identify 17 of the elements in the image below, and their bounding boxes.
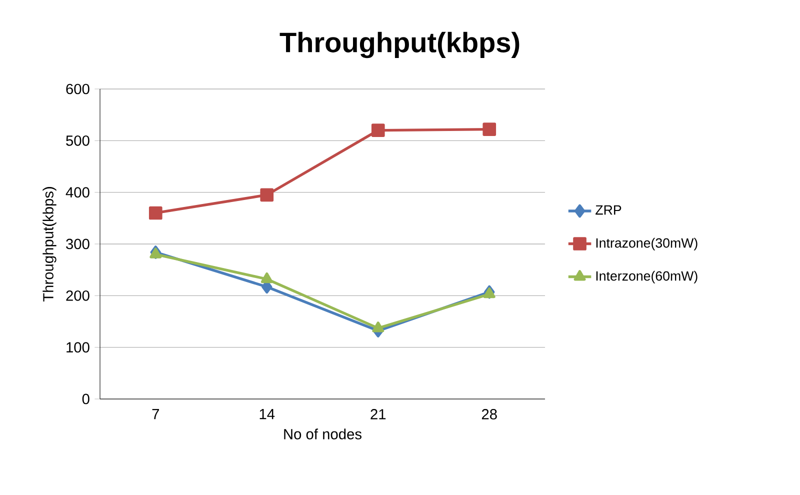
y-tick-label: 0 [82, 394, 90, 404]
x-tick-label: 7 [152, 409, 159, 420]
x-tick-label: 28 [482, 409, 497, 420]
y-tick-label: 200 [66, 290, 90, 301]
y-tick-label: 500 [66, 135, 90, 146]
legend-label: ZRP [596, 205, 622, 215]
chart-title: Throughput(kbps) [280, 32, 520, 58]
y-axis-title: Throughput(kbps) [42, 187, 56, 302]
x-tick-label: 14 [260, 409, 275, 420]
x-axis-title: No of nodes [284, 428, 362, 440]
y-tick-label: 600 [66, 84, 90, 94]
y-tick-label: 300 [66, 238, 90, 250]
y-tick-label: 100 [66, 342, 90, 353]
y-tick-label: 400 [66, 187, 90, 198]
x-tick-label: 21 [370, 409, 386, 420]
legend-label: Intrazone(30mW) [596, 238, 698, 250]
legend-label: Interzone(60mW) [596, 270, 698, 284]
